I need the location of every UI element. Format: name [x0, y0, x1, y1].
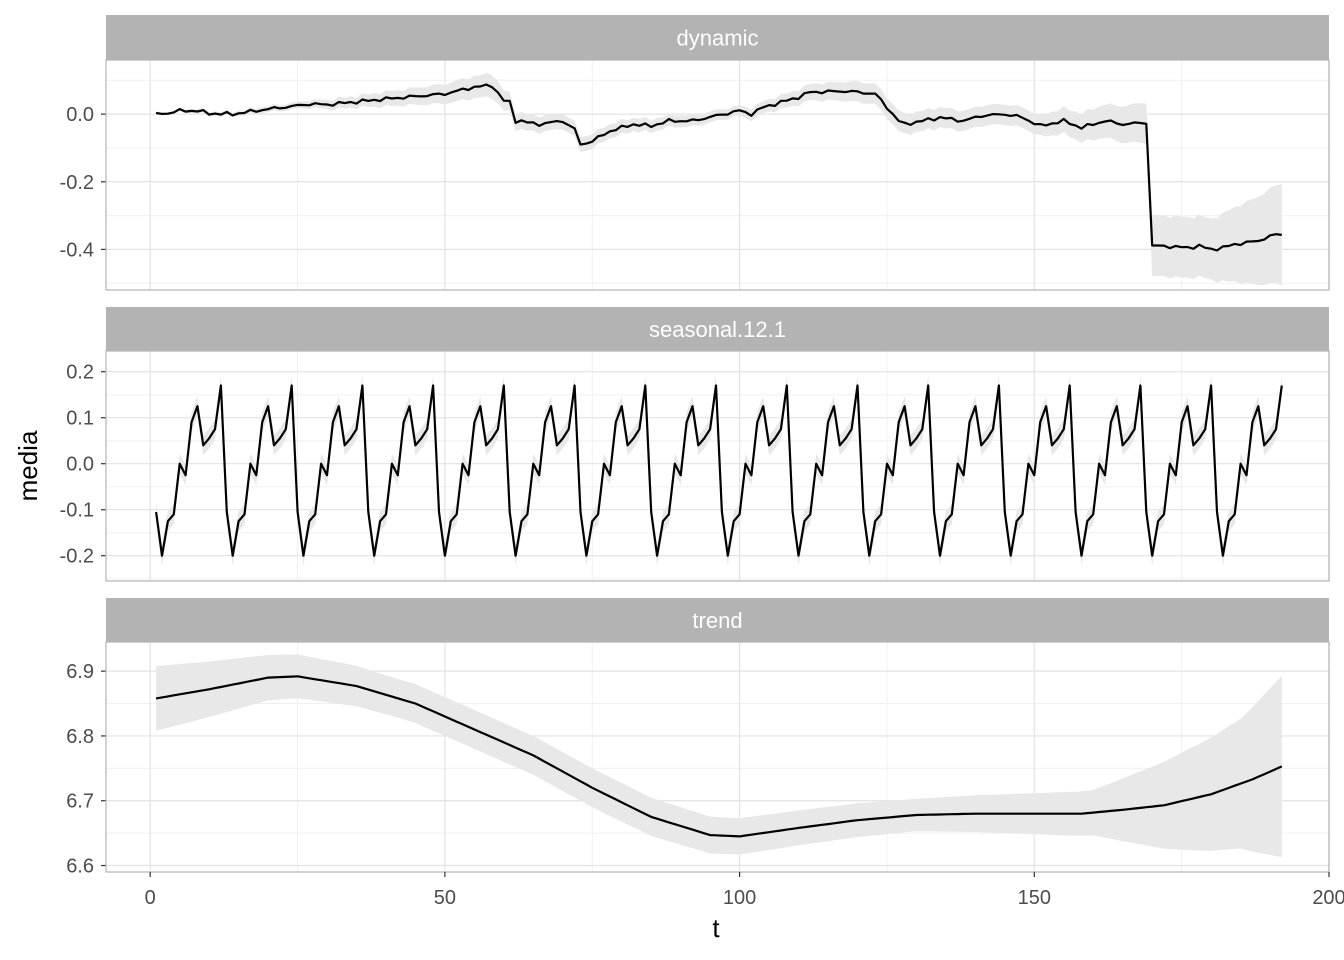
x-axis: 0 50 100 150 200	[145, 872, 1344, 909]
x-tick-label: 200	[1312, 887, 1344, 909]
series-line	[155, 83, 1282, 252]
facet-strip	[106, 307, 1329, 351]
y-tick-label: -0.4	[60, 239, 94, 261]
series-line	[155, 675, 1283, 838]
x-axis-title: t	[712, 913, 720, 943]
facet-panels: dynamic 0.0 -0.2 -0.4 seasonal.12.1 0.2 0.1 0.0…	[60, 15, 1330, 878]
x-tick-label: 50	[434, 887, 456, 909]
facet-panel-1: seasonal.12.1 0.2 0.1 0.0 -0.1 -0.2	[60, 307, 1330, 582]
facet-strip	[106, 15, 1329, 60]
x-tick-label: 0	[145, 887, 156, 909]
facet-strip	[106, 598, 1329, 642]
y-tick-label: -0.2	[60, 172, 94, 194]
panel-border	[105, 641, 1330, 873]
y-axis-title: media	[13, 430, 43, 501]
y-tick-label: 6.6	[66, 856, 94, 878]
y-tick-label: -0.2	[60, 546, 94, 568]
panel-border	[105, 59, 1330, 291]
y-tick-label: 0.2	[66, 362, 94, 384]
panel-border	[105, 350, 1330, 582]
facet-panel-0: dynamic 0.0 -0.2 -0.4	[60, 15, 1330, 291]
confidence-ribbon	[156, 654, 1282, 858]
series-line	[155, 384, 1283, 557]
x-tick-label: 150	[1018, 887, 1051, 909]
y-tick-label: 6.8	[66, 726, 94, 748]
facet-strip-label: dynamic	[677, 26, 759, 51]
panel-background	[106, 60, 1329, 290]
x-tick-label: 100	[723, 887, 756, 909]
facet-strip-label: seasonal.12.1	[649, 317, 786, 342]
y-tick-label: 0.1	[66, 408, 94, 430]
facet-strip-label: trend	[692, 608, 742, 633]
facet-panel-2: trend 6.9 6.8 6.7 6.6	[66, 598, 1330, 878]
y-tick-label: 0.0	[66, 454, 94, 476]
panel-background	[106, 351, 1329, 581]
y-tick-label: 0.0	[66, 104, 94, 126]
y-tick-label: 6.7	[66, 791, 94, 813]
y-tick-label: 6.9	[66, 661, 94, 683]
y-tick-label: -0.1	[60, 500, 94, 522]
